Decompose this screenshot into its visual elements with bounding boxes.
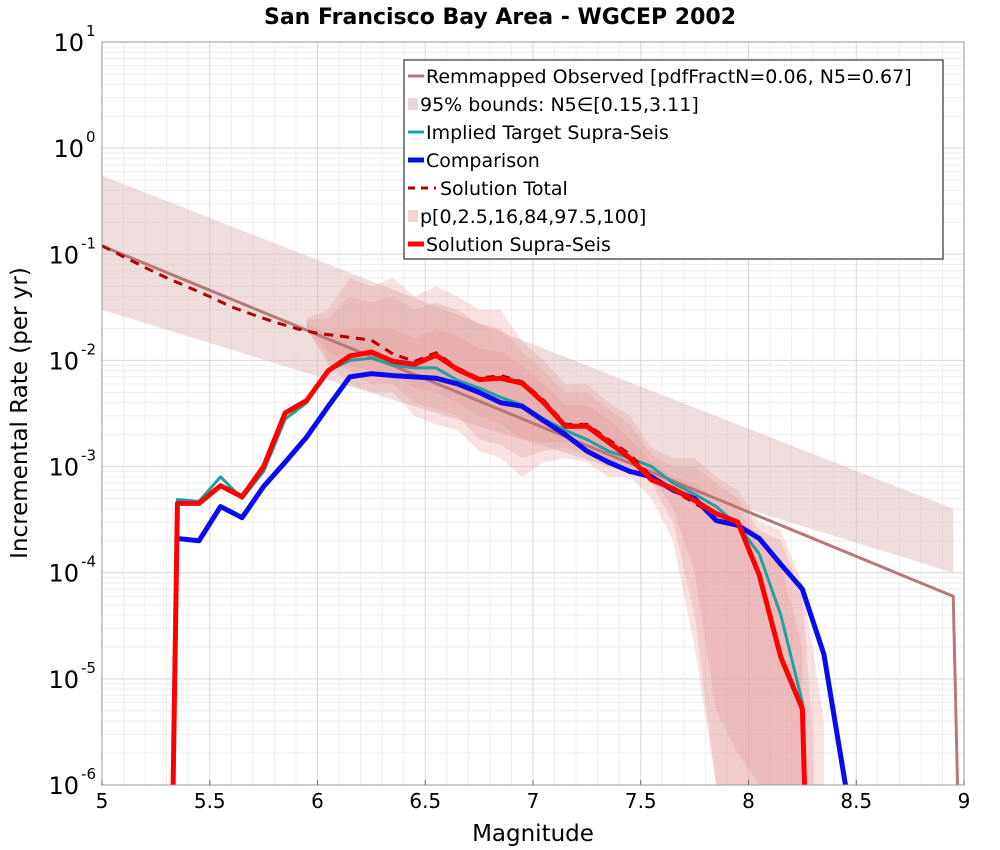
y-tick-base: 10 — [48, 454, 79, 482]
x-tick-label: 6 — [311, 789, 324, 813]
series-line-3 — [102, 244, 739, 524]
y-tick: 10 -4 — [48, 553, 96, 588]
x-ticks: 5 5.5 6 6.5 7 7.5 8 8.5 9 — [96, 780, 971, 813]
y-tick-exponent: 0 — [86, 128, 96, 146]
y-tick: 10 -5 — [48, 659, 96, 694]
legend-label: 95% bounds: N5∈[0.15,3.11] — [420, 94, 699, 116]
y-tick: 10 -6 — [48, 765, 96, 800]
series-line-2 — [177, 371, 848, 785]
legend-box — [403, 59, 944, 260]
y-tick-base: 10 — [53, 29, 84, 57]
y-tick-exponent: -1 — [81, 234, 96, 252]
y-tick: 10 -2 — [48, 340, 96, 375]
legend-item: p[0,2.5,16,84,97.5,100] — [408, 206, 646, 228]
series-lines — [102, 244, 960, 785]
legend-swatch-patch — [408, 98, 418, 110]
y-tick-base: 10 — [48, 560, 79, 588]
y-tick-exponent: -4 — [81, 553, 96, 571]
y-tick-base: 10 — [48, 347, 79, 375]
x-tick-label: 7.5 — [625, 789, 657, 813]
legend-item: Implied Target Supra-Seis — [408, 122, 669, 144]
x-tick-label: 7 — [527, 789, 540, 813]
y-tick: 10 -3 — [48, 447, 96, 482]
band-2 — [306, 296, 814, 785]
y-tick: 10 0 — [53, 128, 95, 163]
x-tick-label: 8 — [742, 789, 755, 813]
x-tick-label: 5.5 — [194, 789, 226, 813]
x-tick-label: 8.5 — [840, 789, 872, 813]
x-tick-label: 9 — [958, 789, 971, 813]
y-tick-exponent: -6 — [81, 765, 96, 783]
legend-label: p[0,2.5,16,84,97.5,100] — [420, 206, 646, 228]
legend-label: Comparison — [426, 150, 540, 172]
x-tick-label: 5 — [96, 789, 109, 813]
band-0 — [102, 175, 954, 573]
legend-label: Implied Target Supra-Seis — [426, 122, 669, 144]
x-tick-label: 6.5 — [409, 789, 441, 813]
y-tick-exponent: 1 — [86, 22, 96, 40]
legend-item: Solution Supra-Seis — [408, 234, 611, 256]
y-tick-exponent: -2 — [81, 340, 96, 358]
y-tick: 10 1 — [53, 22, 95, 57]
y-tick-base: 10 — [53, 135, 84, 163]
chart-title: San Francisco Bay Area - WGCEP 2002 — [264, 5, 736, 30]
x-axis-label: Magnitude — [472, 821, 594, 847]
y-axis-label: Incremental Rate (per yr) — [7, 267, 33, 559]
y-tick-base: 10 — [48, 666, 79, 694]
legend-item: Comparison — [408, 150, 540, 172]
uncertainty-bands — [102, 175, 954, 785]
series-line-4 — [170, 349, 808, 785]
legend-label: Solution Supra-Seis — [426, 234, 611, 256]
legend-label: Solution Total — [440, 178, 568, 200]
y-tick: 10 -1 — [48, 234, 96, 269]
legend-swatch-patch — [408, 210, 418, 222]
y-tick-base: 10 — [48, 241, 79, 269]
legend-item: 95% bounds: N5∈[0.15,3.11] — [408, 94, 699, 116]
band-1 — [306, 277, 824, 785]
legend-label: Remmapped Observed [pdfFractN=0.06, N5=0… — [426, 66, 912, 88]
y-tick-exponent: -3 — [81, 447, 96, 465]
y-tick-exponent: -5 — [81, 659, 96, 677]
y-tick-base: 10 — [48, 772, 79, 800]
legend-item: Remmapped Observed [pdfFractN=0.06, N5=0… — [408, 66, 912, 88]
legend: Remmapped Observed [pdfFractN=0.06, N5=0… — [403, 59, 944, 260]
legend-item: Solution Total — [408, 178, 568, 200]
